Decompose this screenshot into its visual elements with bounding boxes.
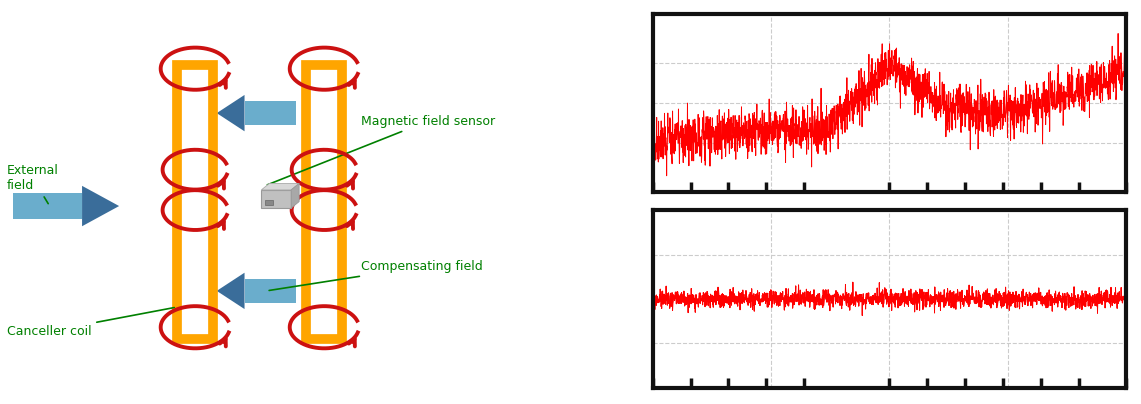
Text: Compensating field: Compensating field bbox=[269, 260, 483, 290]
Polygon shape bbox=[261, 183, 299, 190]
FancyBboxPatch shape bbox=[261, 190, 291, 208]
Polygon shape bbox=[14, 193, 82, 219]
FancyBboxPatch shape bbox=[265, 200, 273, 205]
Polygon shape bbox=[217, 273, 244, 309]
Polygon shape bbox=[291, 183, 299, 208]
Text: Canceller coil: Canceller coil bbox=[7, 307, 175, 338]
Text: External
field: External field bbox=[7, 164, 58, 204]
Text: Magnetic field sensor: Magnetic field sensor bbox=[267, 115, 495, 185]
Polygon shape bbox=[82, 186, 119, 226]
Polygon shape bbox=[217, 95, 244, 131]
Polygon shape bbox=[244, 279, 297, 303]
Polygon shape bbox=[244, 101, 297, 125]
